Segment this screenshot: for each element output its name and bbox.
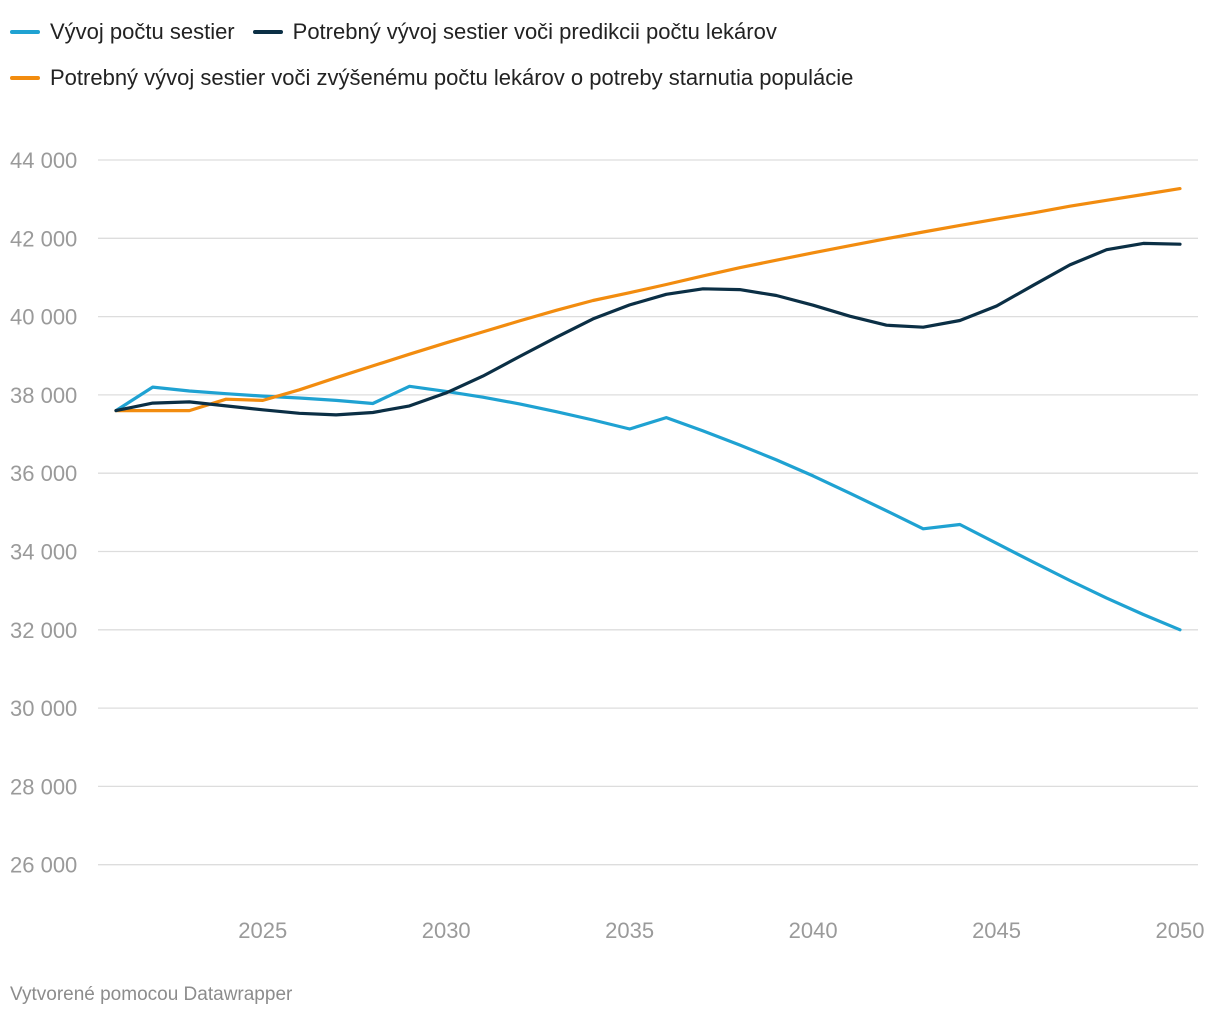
legend-item-aging-population: Potrebný vývoj sestier voči zvýšenému po…: [10, 65, 853, 91]
legend-label-doctors-prediction: Potrebný vývoj sestier voči predikcii po…: [292, 19, 777, 44]
y-tick-label: 36 000: [10, 461, 77, 486]
legend-swatch-aging-population: [10, 76, 40, 80]
legend-row-1: Vývoj počtu sestier Potrebný vývoj sesti…: [10, 14, 1210, 50]
y-tick-label: 34 000: [10, 540, 77, 565]
legend: Vývoj počtu sestier Potrebný vývoj sesti…: [10, 14, 1210, 106]
series-line-aging-population: [114, 187, 1182, 413]
y-tick-label: 28 000: [10, 774, 77, 799]
y-tick-label: 42 000: [10, 226, 77, 251]
legend-label-aging-population: Potrebný vývoj sestier voči zvýšenému po…: [50, 65, 854, 90]
y-axis-ticks: 26 000 28 000 30 000 32 000 34 000 36 000 38 0…: [10, 148, 77, 878]
legend-label-nurses: Vývoj počtu sestier: [50, 19, 235, 44]
legend-item-nurses: Vývoj počtu sestier: [10, 19, 235, 45]
x-tick-label: 2045: [972, 918, 1021, 943]
legend-row-2: Potrebný vývoj sestier voči zvýšenému po…: [10, 60, 1210, 96]
series-line-doctors-prediction: [114, 241, 1182, 417]
series-lines: [114, 187, 1182, 632]
gridlines: [98, 159, 1198, 866]
y-tick-label: 32 000: [10, 618, 77, 643]
legend-swatch-nurses: [10, 30, 40, 34]
x-tick-label: 2035: [605, 918, 654, 943]
series-line-nurses: [114, 384, 1182, 632]
x-tick-label: 2050: [1156, 918, 1205, 943]
y-tick-label: 26 000: [10, 853, 77, 878]
legend-swatch-doctors-prediction: [252, 30, 283, 34]
legend-item-doctors-prediction: Potrebný vývoj sestier voči predikcii po…: [252, 19, 777, 45]
footer-credit: Vytvorené pomocou Datawrapper: [10, 984, 293, 1005]
y-tick-label: 38 000: [10, 383, 77, 408]
y-tick-label: 30 000: [10, 696, 77, 721]
x-tick-label: 2040: [789, 918, 838, 943]
x-axis-ticks: 2025 2030 2035 2040 2045 2050: [238, 918, 1204, 943]
y-tick-label: 44 000: [10, 148, 77, 173]
y-tick-label: 40 000: [10, 305, 77, 330]
x-tick-label: 2025: [238, 918, 287, 943]
x-tick-label: 2030: [422, 918, 471, 943]
